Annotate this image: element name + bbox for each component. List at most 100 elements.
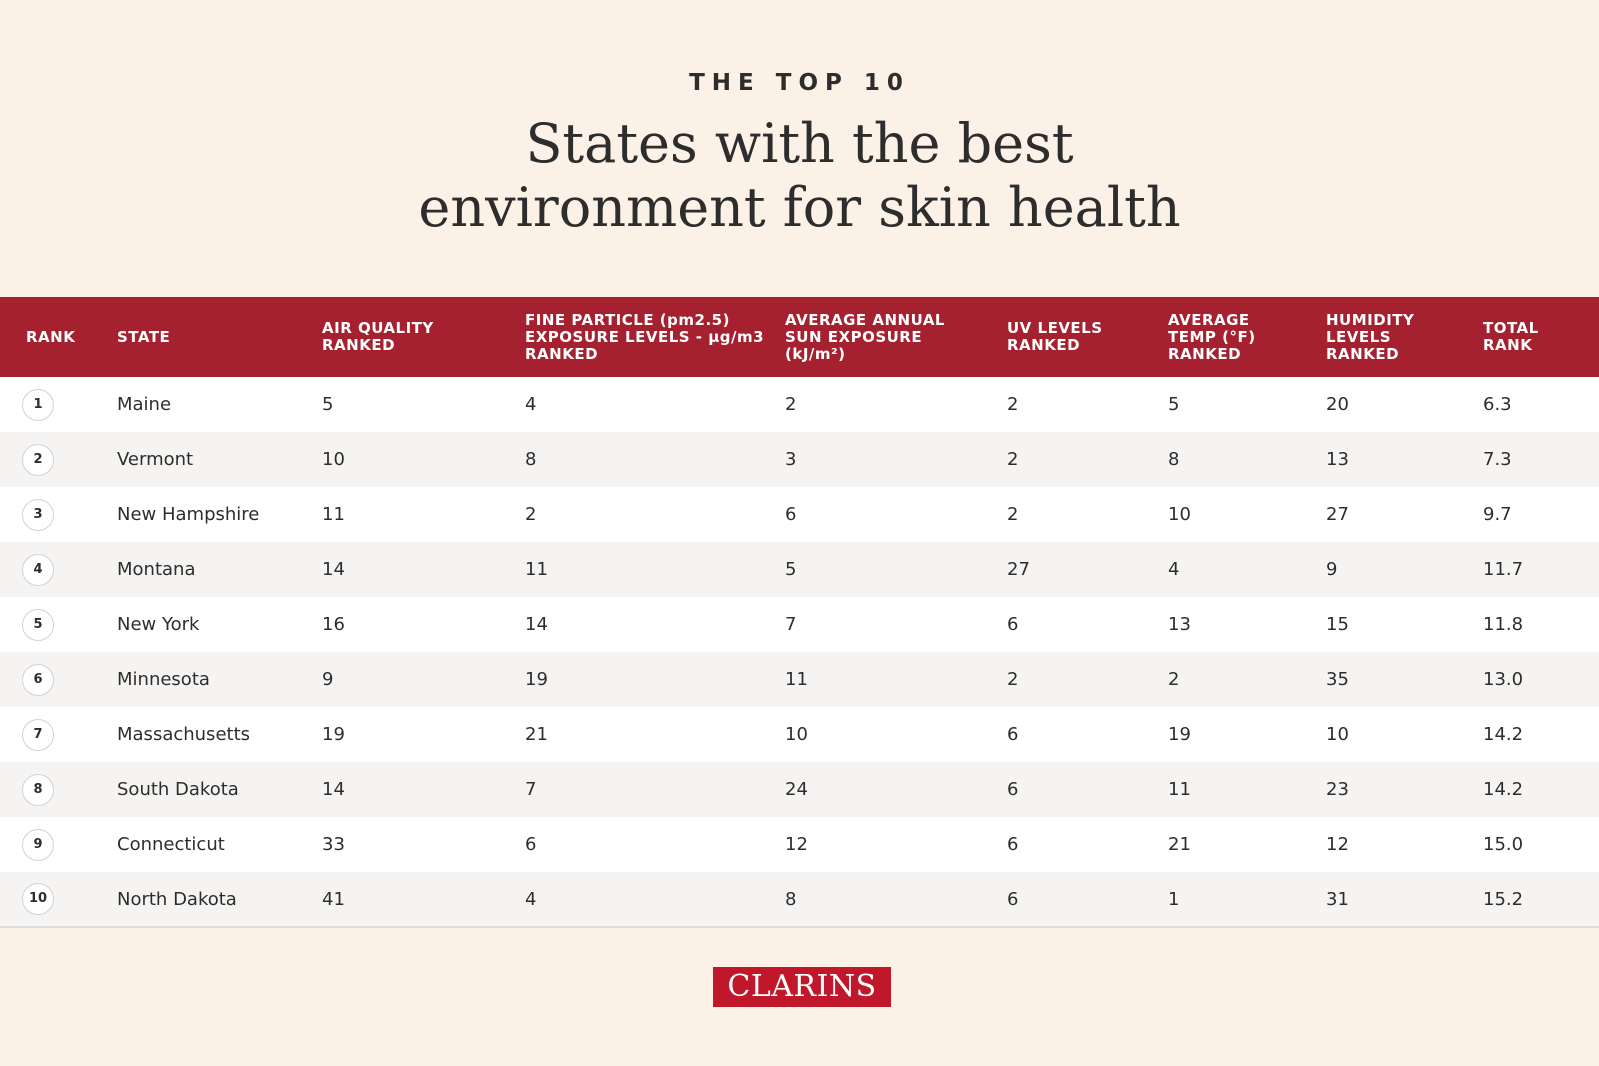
cell-rank: 6 (0, 652, 117, 707)
col-header-state: STATE (117, 327, 171, 346)
cell-total-rank: 9.7 (1483, 504, 1512, 525)
col-header-fine-particle: FINE PARTICLE (pm2.5) EXPOSURE LEVELS - … (525, 310, 765, 363)
cell-air-quality: 16 (322, 614, 345, 635)
cell-sun-exposure: 7 (785, 614, 797, 635)
cell-total-rank: 6.3 (1483, 394, 1512, 415)
cell-air-quality: 5 (322, 394, 334, 415)
cell-sun-exposure: 12 (785, 834, 808, 855)
cell-avg-temp: 13 (1168, 614, 1191, 635)
rank-badge: 8 (22, 773, 54, 806)
rank-badge: 9 (22, 828, 54, 861)
cell-avg-temp: 5 (1168, 394, 1180, 415)
clarins-logo: CLARINS (713, 967, 891, 1007)
cell-sun-exposure: 8 (785, 888, 797, 910)
cell-uv-levels: 6 (1007, 834, 1019, 855)
table-row: 5 New York 16 14 7 6 13 15 11.8 (0, 597, 1599, 652)
table-header: RANK STATE AIR QUALITY RANKED FINE PARTI… (0, 297, 1599, 377)
cell-total-rank: 13.0 (1483, 669, 1524, 690)
cell-avg-temp: 10 (1168, 504, 1191, 525)
col-header-humidity: HUMIDITY LEVELS RANKED (1326, 310, 1415, 363)
rank-badge: 1 (22, 388, 54, 421)
cell-air-quality: 9 (322, 669, 334, 690)
cell-state: Maine (117, 394, 172, 415)
cell-humidity: 27 (1326, 504, 1349, 525)
cell-total-rank: 15.2 (1483, 888, 1524, 910)
col-header-uv-levels: UV LEVELS RANKED (1007, 319, 1103, 354)
cell-air-quality: 11 (322, 504, 345, 525)
cell-total-rank: 11.7 (1483, 559, 1524, 580)
cell-avg-temp: 21 (1168, 834, 1191, 855)
cell-avg-temp: 19 (1168, 724, 1191, 745)
rank-badge: 5 (22, 608, 54, 641)
page-title: States with the best environment for ski… (0, 112, 1599, 240)
col-header-total-rank: TOTAL RANK (1483, 319, 1539, 354)
cell-total-rank: 14.2 (1483, 724, 1524, 745)
title-line-2: environment for skin health (418, 176, 1181, 239)
cell-air-quality: 33 (322, 834, 345, 855)
cell-fine-particle: 19 (525, 669, 548, 690)
cell-fine-particle: 8 (525, 449, 537, 470)
cell-humidity: 35 (1326, 669, 1349, 690)
table-row: 3 New Hampshire 11 2 6 2 10 27 9.7 (0, 487, 1599, 542)
cell-fine-particle: 4 (525, 394, 537, 415)
cell-humidity: 13 (1326, 449, 1349, 470)
table-row: 2 Vermont 10 8 3 2 8 13 7.3 (0, 432, 1599, 487)
cell-uv-levels: 6 (1007, 779, 1019, 800)
cell-sun-exposure: 10 (785, 724, 808, 745)
table-row: 8 South Dakota 14 7 24 6 11 23 14.2 (0, 762, 1599, 817)
cell-air-quality: 41 (322, 888, 345, 910)
cell-rank: 2 (0, 432, 117, 487)
table-row: 7 Massachusetts 19 21 10 6 19 10 14.2 (0, 707, 1599, 762)
cell-uv-levels: 6 (1007, 724, 1019, 745)
col-header-avg-temp: AVERAGE TEMP (°F) RANKED (1168, 310, 1256, 363)
cell-humidity: 10 (1326, 724, 1349, 745)
cell-sun-exposure: 24 (785, 779, 808, 800)
cell-fine-particle: 4 (525, 888, 537, 910)
rank-badge: 10 (22, 883, 54, 915)
rank-badge: 2 (22, 443, 54, 476)
cell-humidity: 9 (1326, 559, 1338, 580)
cell-air-quality: 14 (322, 779, 345, 800)
cell-uv-levels: 6 (1007, 614, 1019, 635)
cell-sun-exposure: 5 (785, 559, 797, 580)
cell-rank: 8 (0, 762, 117, 817)
cell-sun-exposure: 3 (785, 449, 797, 470)
table-row: 10 North Dakota 41 4 8 6 1 31 15.2 (0, 872, 1599, 927)
cell-humidity: 20 (1326, 394, 1349, 415)
cell-total-rank: 15.0 (1483, 834, 1524, 855)
cell-rank: 4 (0, 542, 117, 597)
cell-humidity: 15 (1326, 614, 1349, 635)
cell-humidity: 31 (1326, 888, 1349, 910)
cell-avg-temp: 4 (1168, 559, 1180, 580)
cell-avg-temp: 1 (1168, 888, 1180, 910)
cell-fine-particle: 11 (525, 559, 548, 580)
cell-fine-particle: 14 (525, 614, 548, 635)
cell-fine-particle: 21 (525, 724, 548, 745)
cell-humidity: 23 (1326, 779, 1349, 800)
cell-state: Montana (117, 559, 196, 580)
cell-air-quality: 14 (322, 559, 345, 580)
cell-fine-particle: 7 (525, 779, 537, 800)
cell-rank: 7 (0, 707, 117, 762)
cell-uv-levels: 2 (1007, 449, 1019, 470)
rank-badge: 6 (22, 663, 54, 696)
cell-air-quality: 19 (322, 724, 345, 745)
cell-total-rank: 14.2 (1483, 779, 1524, 800)
cell-uv-levels: 6 (1007, 888, 1019, 910)
cell-state: Connecticut (117, 834, 225, 855)
cell-fine-particle: 2 (525, 504, 537, 525)
cell-sun-exposure: 2 (785, 394, 797, 415)
cell-humidity: 12 (1326, 834, 1349, 855)
cell-state: Massachusetts (117, 724, 251, 745)
cell-state: Minnesota (117, 669, 210, 690)
rank-badge: 4 (22, 553, 54, 586)
header-row: RANK STATE AIR QUALITY RANKED FINE PARTI… (0, 297, 1599, 377)
cell-state: North Dakota (117, 888, 237, 910)
kicker-label: THE TOP 10 (689, 70, 910, 96)
cell-sun-exposure: 11 (785, 669, 808, 690)
cell-state: South Dakota (117, 779, 239, 800)
ranking-table-container: RANK STATE AIR QUALITY RANKED FINE PARTI… (0, 297, 1599, 928)
table-row: 9 Connecticut 33 6 12 6 21 12 15.0 (0, 817, 1599, 872)
cell-sun-exposure: 6 (785, 504, 797, 525)
table-row: 1 Maine 5 4 2 2 5 20 6.3 (0, 377, 1599, 432)
